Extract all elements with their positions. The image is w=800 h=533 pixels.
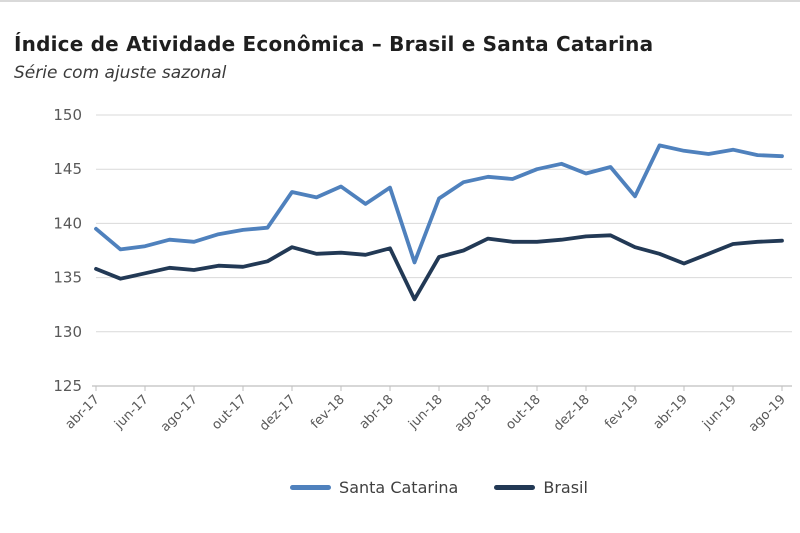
x-tick-label: jun-19 xyxy=(699,392,740,433)
chart-subtitle: Série com ajuste sazonal xyxy=(14,63,227,83)
legend-label-brasil: Brasil xyxy=(543,477,588,497)
x-tick-label: fev-18 xyxy=(308,392,348,432)
series-line-brasil xyxy=(94,233,784,302)
x-tick-label: dez-18 xyxy=(551,392,593,434)
x-tick-label: dez-17 xyxy=(257,392,299,434)
y-tick-label: 135 xyxy=(53,269,82,287)
x-tick-label: abr-19 xyxy=(651,392,691,432)
y-tick-label: 125 xyxy=(53,377,82,395)
legend-line-swatch-santa-catarina xyxy=(290,484,332,490)
y-tick-label: 140 xyxy=(53,214,82,232)
x-tick-label: ago-19 xyxy=(746,392,789,435)
x-tick-label: ago-18 xyxy=(452,392,495,435)
x-tick-label: ago-17 xyxy=(158,392,201,435)
series-line-santa-catarina xyxy=(94,143,784,265)
chart-title: Índice de Atividade Econômica – Brasil e… xyxy=(14,32,654,56)
y-tick-label: 145 xyxy=(53,160,82,178)
legend-item-santa-catarina: Santa Catarina xyxy=(290,478,458,497)
x-tick-label: abr-18 xyxy=(357,392,397,432)
y-tick-label: 130 xyxy=(53,323,82,341)
y-tick-label: 150 xyxy=(53,106,82,124)
legend-label-santa-catarina: Santa Catarina xyxy=(339,477,459,497)
x-tick-label: jun-17 xyxy=(111,392,152,433)
x-tick-label: fev-19 xyxy=(602,392,642,432)
x-tick-label: abr-17 xyxy=(63,392,103,432)
x-tick-label: out-17 xyxy=(209,392,250,433)
chart-legend: Santa Catarina Brasil xyxy=(96,470,782,504)
legend-line-swatch-brasil xyxy=(494,484,536,490)
x-tick-label: jun-18 xyxy=(405,392,446,433)
legend-item-brasil: Brasil xyxy=(494,478,588,497)
x-tick-label: out-18 xyxy=(503,392,544,433)
